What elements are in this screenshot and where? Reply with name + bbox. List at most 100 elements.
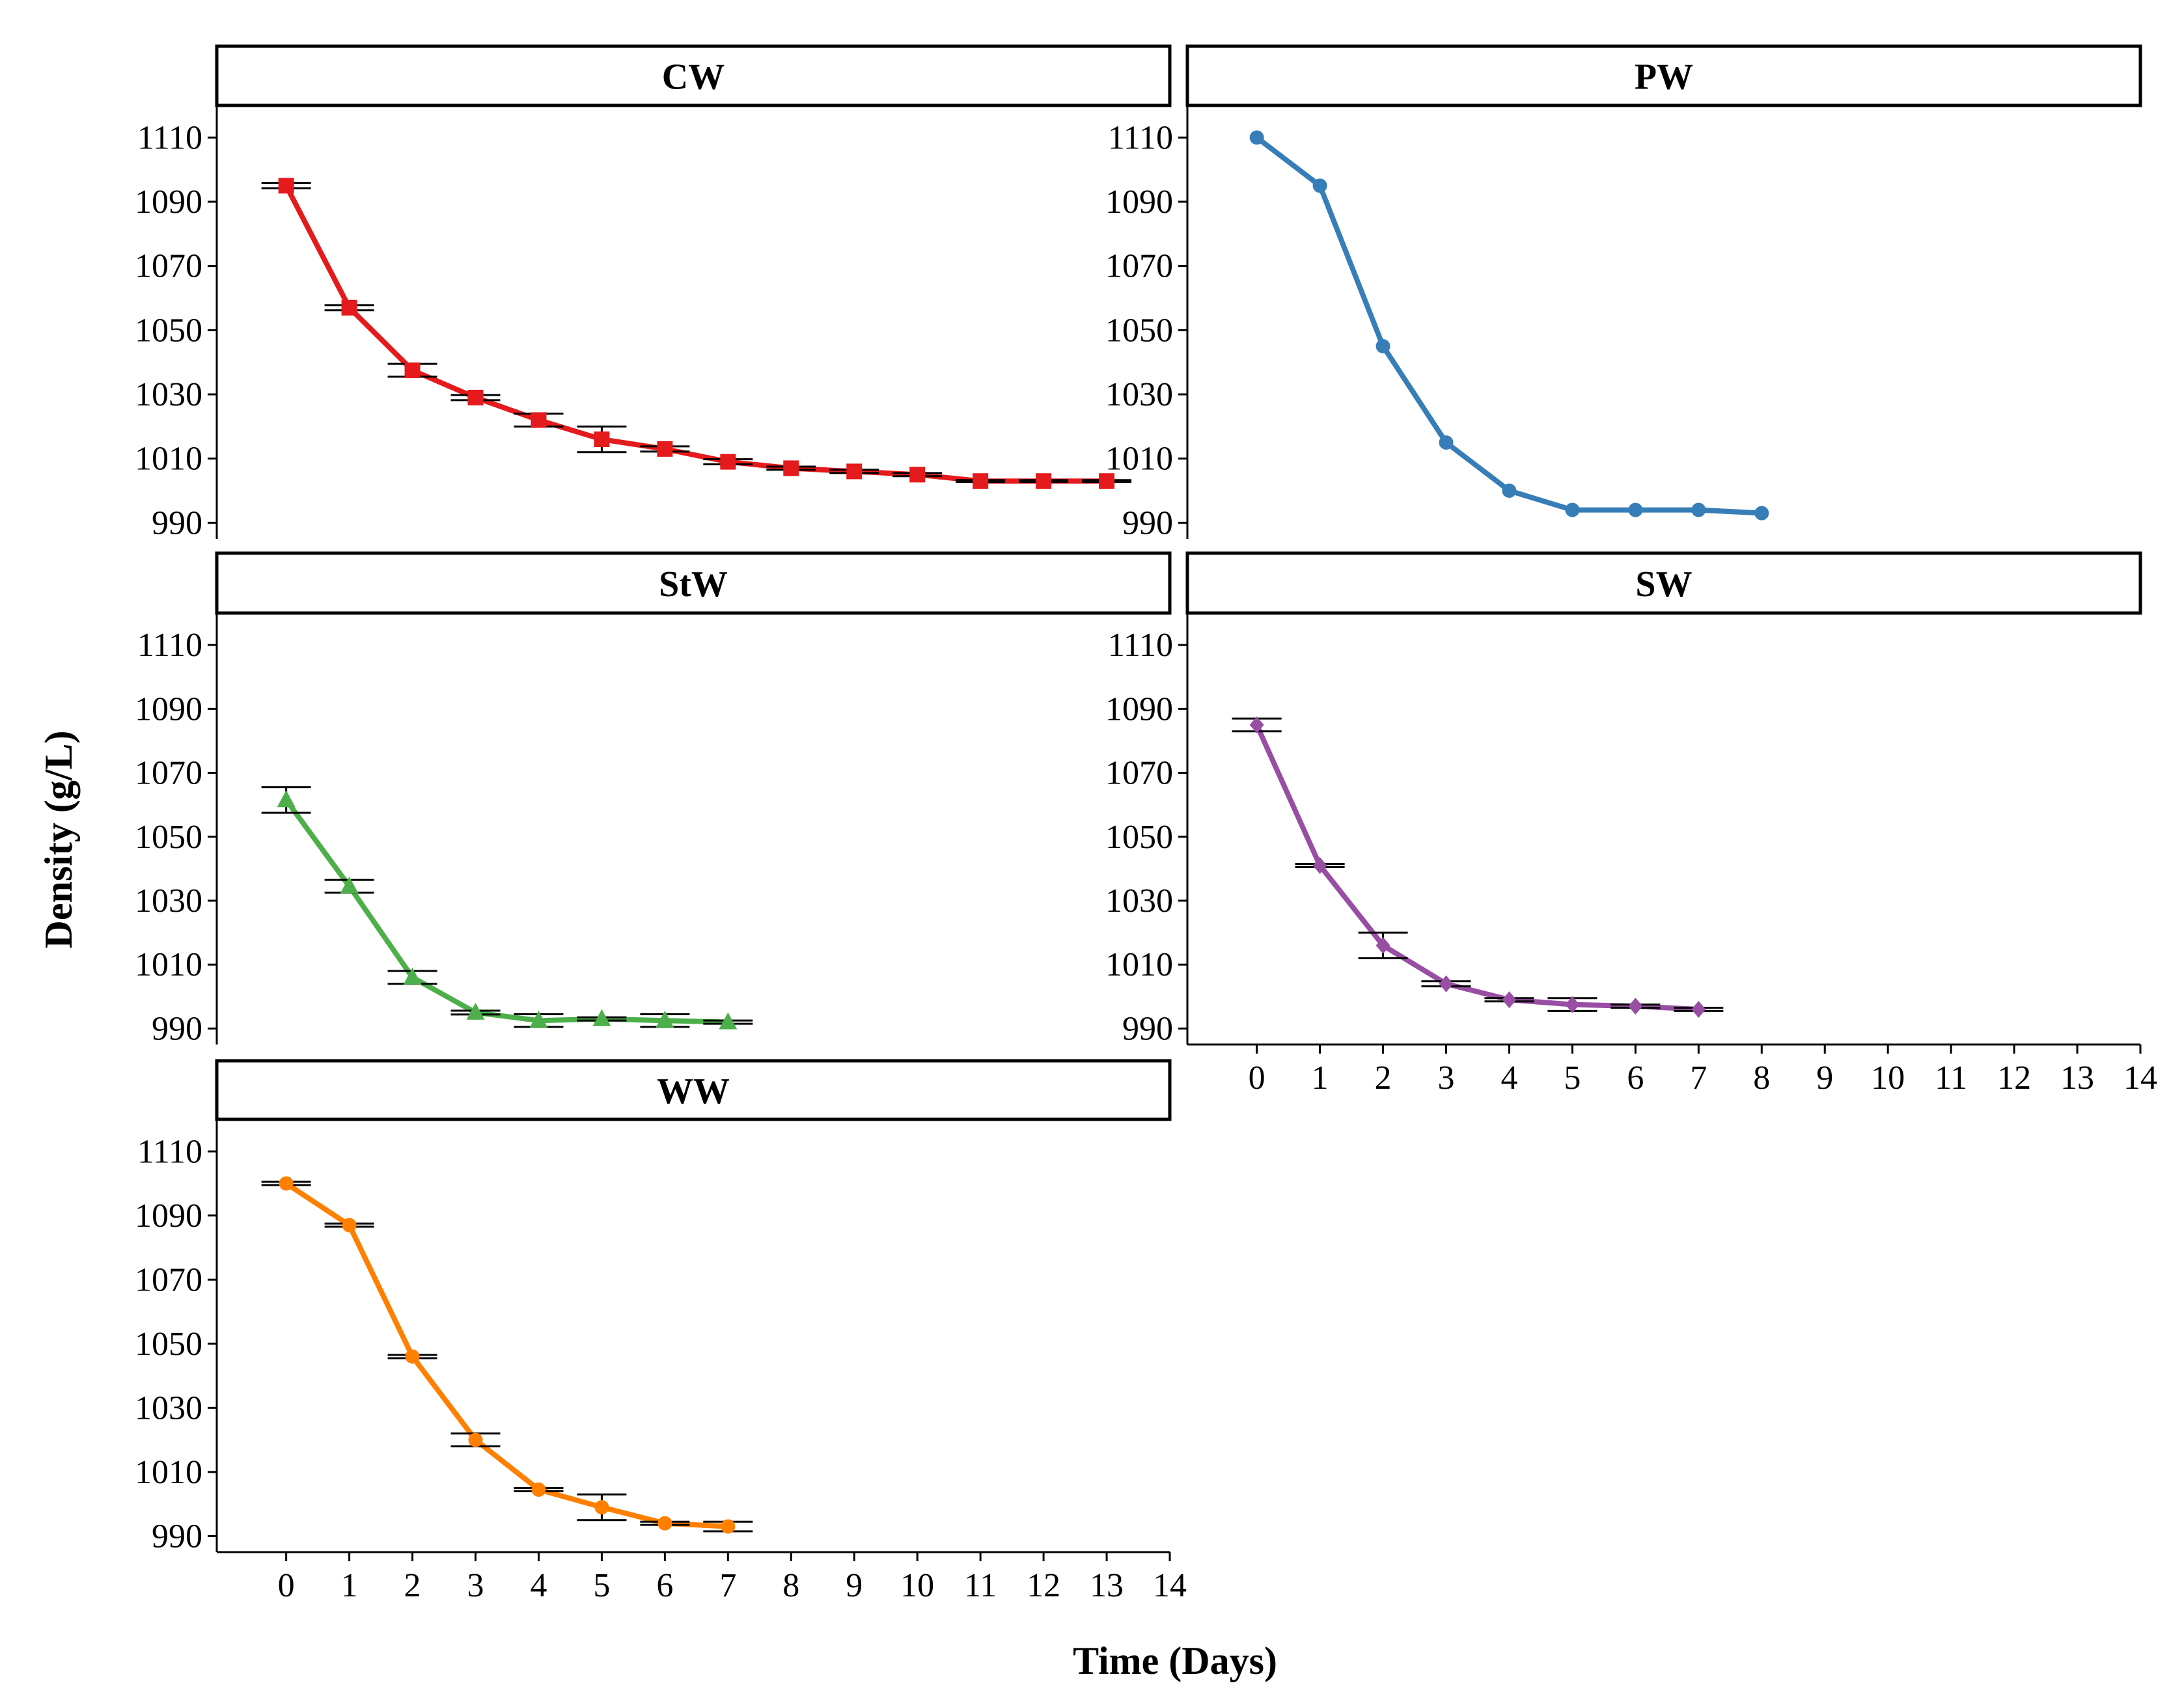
y-tick-label: 1010 <box>135 441 202 478</box>
panel-pw: PW 990 1010 1030 1050 1070 1090 1110 <box>1105 44 2142 541</box>
series-line-ww <box>283 1181 731 1529</box>
y-tick-label: 1070 <box>1105 755 1173 792</box>
y-tick-label: 1090 <box>135 1197 202 1235</box>
strip-title-stw: StW <box>659 564 728 605</box>
y-tick-label: 1070 <box>135 1261 202 1298</box>
x-tick-label: 3 <box>1438 1059 1455 1097</box>
y-axis-title: Density (g/L) <box>37 731 80 949</box>
y-tick-label: 1090 <box>135 184 202 221</box>
x-tick-label: 14 <box>2123 1059 2157 1097</box>
data-point-cw-day-8 <box>783 460 799 476</box>
data-point-stw-day-3 <box>466 1002 485 1020</box>
strip-box-cw <box>215 44 1172 107</box>
data-point-ww-day-5 <box>594 1500 609 1515</box>
data-point-ww-day-6 <box>657 1516 672 1531</box>
data-point-sw-day-6 <box>1628 998 1643 1015</box>
y-tick-label: 1070 <box>135 755 202 792</box>
x-tick-label: 6 <box>1627 1059 1644 1097</box>
data-point-pw-day-0 <box>1249 130 1264 145</box>
strip-box-ww <box>215 1059 1172 1121</box>
data-point-sw-day-3 <box>1439 975 1454 992</box>
y-tick-label: 1010 <box>1105 441 1173 478</box>
data-point-sw-day-5 <box>1565 996 1580 1013</box>
data-point-pw-day-7 <box>1691 502 1706 517</box>
y-tick-label: 1050 <box>135 312 202 349</box>
data-point-stw-day-2 <box>403 967 422 985</box>
panel-stw: StW 990 1010 1030 1050 1070 1090 1110 <box>135 551 1172 1047</box>
y-tick-label: 1110 <box>137 627 202 664</box>
strip-title-ww: WW <box>657 1071 730 1112</box>
data-point-cw-day-2 <box>404 362 421 378</box>
x-tick-label: 1 <box>1312 1059 1329 1097</box>
data-point-cw-day-13 <box>1099 473 1115 489</box>
strip-title-pw: PW <box>1635 57 1693 98</box>
data-point-cw-day-12 <box>1036 473 1052 489</box>
series-line-pw <box>1254 135 1765 516</box>
y-tick-label: 1110 <box>137 119 202 156</box>
x-tick-label: 11 <box>1935 1059 1967 1097</box>
data-point-cw-day-10 <box>909 467 926 483</box>
x-tick-label: 14 <box>1153 1567 1187 1604</box>
x-tick-label: 0 <box>1249 1059 1265 1097</box>
x-tick-label: 5 <box>1564 1059 1581 1097</box>
strip-title-cw: CW <box>662 57 725 98</box>
data-point-ww-day-3 <box>468 1432 483 1447</box>
data-point-pw-day-2 <box>1375 339 1390 353</box>
x-tick-label: 13 <box>2060 1059 2094 1097</box>
data-point-sw-day-2 <box>1375 936 1390 954</box>
data-point-stw-day-4 <box>529 1011 548 1028</box>
x-tick-label: 10 <box>900 1567 934 1604</box>
data-point-ww-day-0 <box>279 1176 294 1191</box>
y-tick-label: 990 <box>152 504 202 541</box>
data-point-ww-day-1 <box>342 1218 357 1233</box>
data-point-pw-day-5 <box>1565 502 1580 517</box>
x-axis-title: Time (Days) <box>1073 1639 1277 1682</box>
y-tick-label: 1050 <box>135 1326 202 1363</box>
data-point-cw-day-7 <box>720 454 736 470</box>
y-tick-label: 1070 <box>135 248 202 285</box>
x-tick-label: 4 <box>530 1567 547 1604</box>
x-tick-label: 0 <box>278 1567 295 1604</box>
x-tick-label: 12 <box>1027 1567 1060 1604</box>
x-tick-label: 12 <box>1997 1059 2031 1097</box>
data-point-sw-day-4 <box>1502 991 1517 1009</box>
y-tick-label: 1050 <box>1105 312 1173 349</box>
x-tick-label: 13 <box>1090 1567 1124 1604</box>
data-point-cw-day-11 <box>973 473 989 489</box>
data-point-stw-day-1 <box>340 876 359 894</box>
data-point-cw-day-9 <box>846 463 863 480</box>
x-tick-label: 9 <box>1816 1059 1833 1097</box>
y-tick-label: 1110 <box>137 1133 202 1170</box>
data-point-cw-day-6 <box>657 441 673 457</box>
x-tick-label: 11 <box>964 1567 997 1604</box>
y-tick-label: 1030 <box>135 376 202 413</box>
x-tick-label: 10 <box>1871 1059 1905 1097</box>
x-tick-label: 8 <box>782 1567 799 1604</box>
x-tick-label: 4 <box>1500 1059 1517 1097</box>
panel-cw: CW 990 1010 1030 1050 1070 1090 1110 <box>135 44 1172 541</box>
y-tick-label: 1010 <box>135 946 202 983</box>
data-point-ww-day-7 <box>721 1519 736 1534</box>
series-line-cw <box>283 183 1109 484</box>
x-tick-label: 3 <box>467 1567 484 1604</box>
x-tick-label: 2 <box>1375 1059 1392 1097</box>
data-point-ww-day-4 <box>531 1482 546 1497</box>
series-line-sw <box>1254 722 1702 1012</box>
y-tick-label: 990 <box>152 1518 202 1555</box>
data-point-cw-day-1 <box>341 299 357 316</box>
data-point-cw-day-0 <box>278 178 294 194</box>
data-point-ww-day-2 <box>405 1349 420 1364</box>
x-tick-label: 1 <box>341 1567 358 1604</box>
data-point-pw-day-8 <box>1754 506 1769 521</box>
y-tick-label: 1010 <box>1105 946 1173 983</box>
data-point-cw-day-5 <box>594 431 610 448</box>
y-tick-label: 1090 <box>1105 690 1173 728</box>
y-tick-label: 1030 <box>135 882 202 920</box>
x-tick-label: 7 <box>719 1567 736 1604</box>
data-point-sw-day-0 <box>1249 716 1264 733</box>
y-tick-label: 1050 <box>135 819 202 856</box>
y-tick-label: 1070 <box>1105 248 1173 285</box>
